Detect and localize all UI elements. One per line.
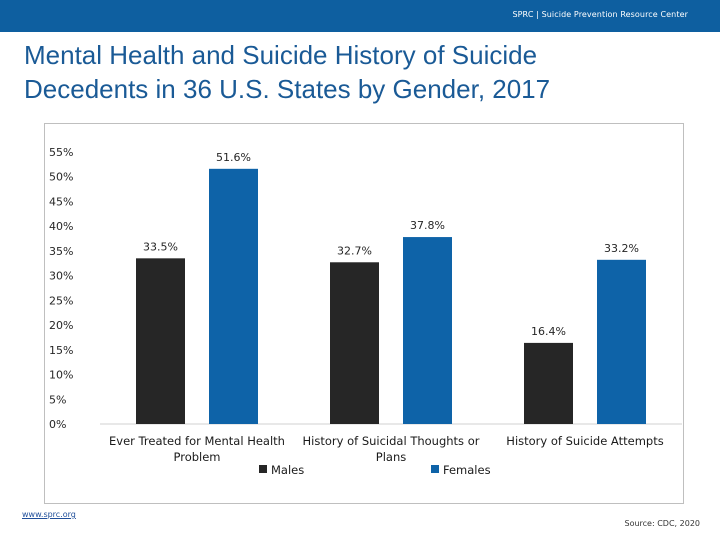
brand-text: SPRC | Suicide Prevention Resource Cente…: [512, 10, 688, 19]
male-bar: [136, 258, 185, 424]
slide-title-line-2: Decedents in 36 U.S. States by Gender, 2…: [24, 74, 551, 104]
source-note: Source: CDC, 2020: [624, 519, 701, 528]
y-tick-label: 0%: [49, 418, 66, 431]
y-tick-label: 35%: [49, 245, 73, 258]
y-tick-label: 40%: [49, 220, 73, 233]
y-tick-label: 30%: [49, 270, 73, 283]
y-tick-label: 15%: [49, 344, 73, 357]
male-bar: [524, 342, 573, 424]
slide-title-line-1: Mental Health and Suicide History of Sui…: [24, 40, 538, 70]
female-bar: [597, 259, 646, 424]
data-label: 33.2%: [604, 242, 639, 255]
y-tick-label: 20%: [49, 319, 73, 332]
header-bar: SPRC | Suicide Prevention Resource Cente…: [0, 0, 720, 32]
category-label: Problem: [173, 450, 220, 464]
data-label: 16.4%: [531, 325, 566, 338]
data-label: 33.5%: [143, 240, 178, 253]
category-label: Ever Treated for Mental Health: [109, 434, 285, 448]
data-label: 51.6%: [216, 151, 251, 164]
legend-label-females: Females: [443, 463, 491, 477]
y-tick-label: 5%: [49, 393, 66, 406]
y-tick-label: 10%: [49, 369, 73, 382]
category-label: History of Suicidal Thoughts or: [303, 434, 480, 448]
legend-swatch-males: [259, 465, 267, 473]
y-tick-label: 50%: [49, 171, 73, 184]
legend-label-males: Males: [271, 463, 304, 477]
female-bar: [209, 168, 258, 424]
data-label: 32.7%: [337, 244, 372, 257]
y-tick-label: 55%: [49, 146, 73, 159]
legend-swatch-females: [431, 465, 439, 473]
data-label: 37.8%: [410, 219, 445, 232]
category-label: History of Suicide Attempts: [506, 434, 663, 448]
slide-title: Mental Health and Suicide History of Sui…: [24, 38, 684, 106]
sprc-website-link[interactable]: www.sprc.org: [22, 510, 76, 519]
male-bar: [330, 262, 379, 424]
female-bar: [403, 237, 452, 424]
y-tick-label: 45%: [49, 195, 73, 208]
category-label: Plans: [376, 450, 406, 464]
y-tick-label: 25%: [49, 294, 73, 307]
